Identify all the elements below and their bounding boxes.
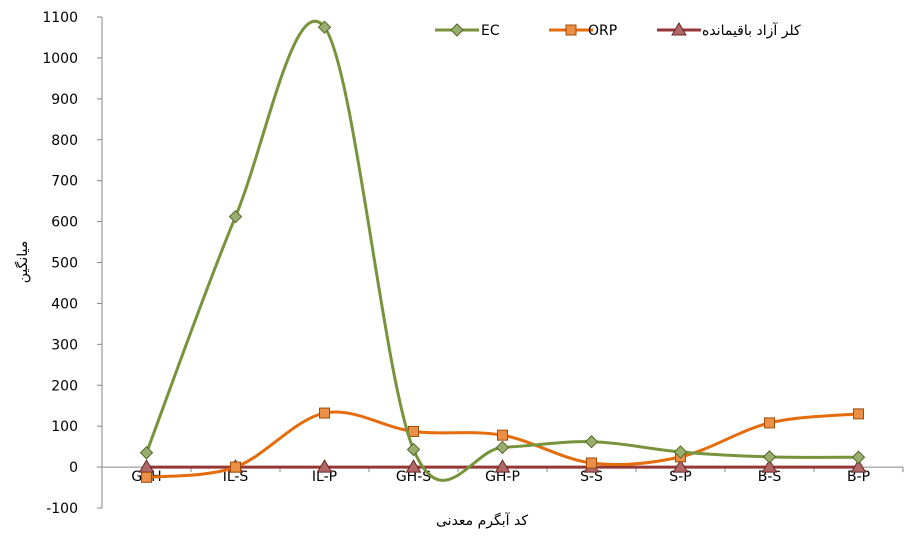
y-tick-label: 200	[51, 378, 78, 394]
data-point	[495, 440, 510, 455]
x-tick-label: GH-S	[396, 469, 431, 485]
legend-label: کلر آزاد باقیمانده	[702, 22, 801, 39]
legend-marker	[565, 24, 577, 36]
y-tick-label: 900	[51, 92, 78, 108]
x-tick-label: IL-S	[223, 469, 249, 485]
legend-item: EC	[435, 23, 500, 39]
data-point	[230, 461, 241, 473]
x-ticks: GSHIL-SIL-PGH-SGH-PS-SS-PB-SB-P	[101, 467, 904, 485]
y-tick-label: 400	[51, 296, 78, 312]
data-point	[851, 450, 866, 464]
x-tick-label: S-S	[580, 469, 603, 485]
data-point	[405, 459, 422, 473]
y-tick-label: 700	[51, 174, 78, 190]
data-point	[497, 429, 508, 441]
series-1	[139, 19, 866, 482]
data-point	[850, 459, 867, 473]
data-point	[317, 20, 332, 34]
data-point	[761, 459, 778, 473]
data-point	[853, 408, 864, 420]
y-tick-label: 1100	[42, 10, 78, 26]
x-tick-label: S-P	[669, 469, 691, 485]
data-point	[584, 435, 599, 449]
y-tick-label: -100	[46, 501, 78, 517]
x-axis-title: کد آبگرم معدنی	[436, 512, 528, 529]
y-tick-label: 100	[51, 419, 78, 435]
y-tick-label: 500	[51, 256, 78, 272]
data-point	[762, 450, 777, 464]
legend-label: ORP	[588, 23, 617, 39]
data-point	[316, 459, 333, 473]
x-tick-label: B-P	[847, 469, 870, 485]
data-point	[673, 445, 688, 459]
y-axis-title: میانگین	[14, 241, 31, 284]
legend-item: کلر آزاد باقیمانده	[657, 22, 801, 39]
x-tick-label: IL-P	[312, 469, 337, 485]
y-tick-label: 600	[51, 215, 78, 231]
legend-item: ORP	[549, 23, 617, 39]
data-point	[764, 417, 775, 429]
y-tick-label: 800	[51, 133, 78, 149]
legend-marker	[671, 22, 687, 36]
y-tick-label: 1000	[42, 51, 78, 67]
data-point	[139, 446, 154, 460]
legend-label: EC	[481, 23, 500, 39]
series-layer	[138, 19, 867, 483]
data-point	[319, 407, 330, 419]
data-point	[228, 209, 243, 224]
x-tick-label: B-S	[758, 469, 782, 485]
data-point	[406, 442, 421, 457]
x-tick-label: GH-P	[485, 469, 520, 485]
y-tick-label: 0	[69, 460, 78, 476]
legend: EC ORP کلر آزاد باقیمانده	[435, 22, 801, 39]
y-tick-label: 300	[51, 337, 78, 353]
data-point	[672, 459, 689, 473]
data-point	[494, 459, 511, 473]
y-ticks: -100 0 100 200 300 400 500 600 700 800 900 1000 1100	[42, 10, 102, 517]
data-point	[586, 457, 597, 469]
series-line	[145, 19, 859, 482]
data-point	[141, 471, 152, 483]
legend-marker	[450, 23, 464, 37]
data-point	[408, 425, 419, 437]
